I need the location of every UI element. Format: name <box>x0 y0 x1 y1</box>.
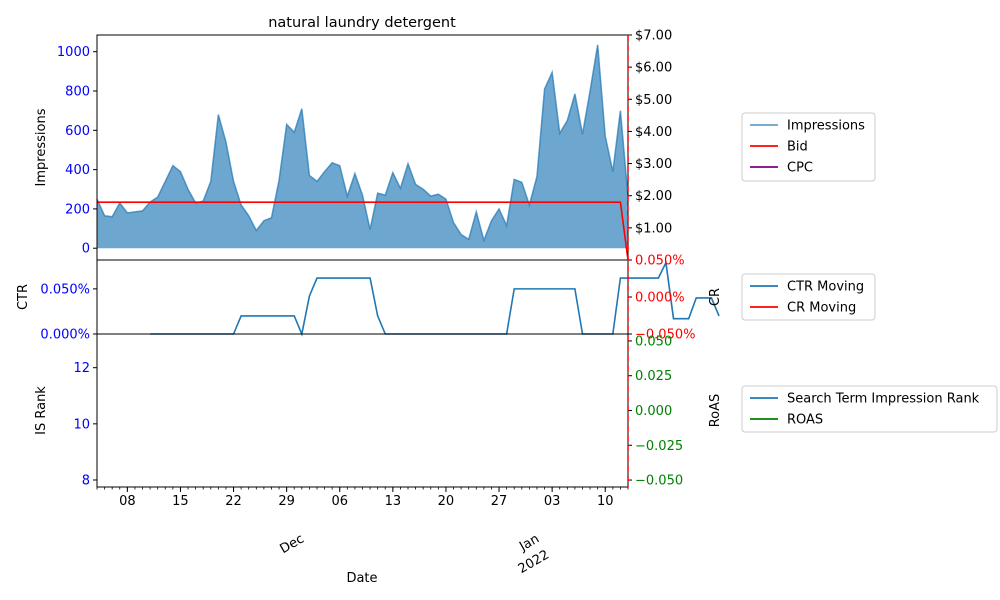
panel-frame <box>96 333 629 488</box>
right-tick-label: $4.00 <box>635 125 672 140</box>
right-tick-label: 0.050 <box>635 334 672 349</box>
x-month-label: Dec <box>278 531 307 557</box>
series-impressions-line <box>96 44 629 243</box>
right-tick-label: 0.000 <box>635 404 672 419</box>
left-tick-label: 800 <box>65 85 90 100</box>
panel-isrank-roas: 8 10 12 −0.050 −0.025 0.000 0.025 0.050 IS Rank R… <box>34 333 723 489</box>
right-tick-label: $3.00 <box>635 157 672 172</box>
left-tick-label: 12 <box>73 361 90 376</box>
left-tick-label: 8 <box>82 473 90 488</box>
panel-impressions: 0 200 400 600 800 1000 $1.00 $2.00 $3.00 $4.00 $5.… <box>34 29 672 261</box>
x-tick-label: 29 <box>278 494 295 509</box>
legend-box <box>741 112 876 182</box>
legend-entry: CTR Moving <box>787 280 864 295</box>
right-tick-label: $5.00 <box>635 93 672 108</box>
right-tick-label: $1.00 <box>635 221 672 236</box>
x-year-label: 2022 <box>516 547 552 577</box>
x-tick-label: 10 <box>597 494 614 509</box>
right-tick-label: 0.050% <box>635 254 685 269</box>
left-tick-label: 0.000% <box>40 328 90 343</box>
chart-title: natural laundry detergent <box>268 15 456 31</box>
legend-entry: ROAS <box>787 413 823 428</box>
series-ctr-moving-line <box>150 260 720 337</box>
left-tick-label: 200 <box>65 202 90 217</box>
right-tick-label: −0.025 <box>635 439 683 454</box>
left-tick-label: 0.050% <box>40 282 90 297</box>
legend-entry: Impressions <box>787 119 865 134</box>
x-tick-label: 13 <box>385 494 402 509</box>
series-impressions-area <box>97 44 628 249</box>
left-tick-label: 0 <box>82 242 90 257</box>
legend-entry: CR Moving <box>787 301 856 316</box>
right-tick-label: $7.00 <box>635 29 672 44</box>
series-bid-line <box>97 201 629 261</box>
x-tick-label: 27 <box>491 494 508 509</box>
right-axis-label: RoAS <box>708 394 723 428</box>
x-tick-label: 03 <box>544 494 561 509</box>
left-tick-label: 600 <box>65 124 90 139</box>
x-tick-label: 20 <box>438 494 455 509</box>
right-tick-label: 0.025 <box>635 369 672 384</box>
legends: Impressions Bid CPC CTR Moving CR Moving Sear… <box>741 112 998 433</box>
right-tick-label: $6.00 <box>635 61 672 76</box>
left-tick-label: 400 <box>65 163 90 178</box>
right-tick-label: 0.000% <box>635 291 685 306</box>
left-axis-label: IS Rank <box>34 386 49 435</box>
left-tick-label: 10 <box>73 417 90 432</box>
panel-frame <box>96 259 629 335</box>
x-axis-label: Date <box>346 571 377 586</box>
x-tick-label: 08 <box>119 494 136 509</box>
legend-entry: Bid <box>787 140 808 155</box>
legend-box <box>741 385 998 433</box>
right-tick-label: −0.050% <box>635 328 695 343</box>
right-tick-label: −0.050 <box>635 474 683 489</box>
right-axis-label: CR <box>708 288 723 306</box>
panel-ctr-cr: 0.000% 0.050% −0.050% 0.000% 0.050% CTR CR <box>16 254 723 343</box>
legend-entry: Search Term Impression Rank <box>787 392 980 407</box>
x-tick-label: 06 <box>331 494 348 509</box>
legend-entry: CPC <box>787 161 813 176</box>
right-tick-label: $2.00 <box>635 189 672 204</box>
left-axis-label: Impressions <box>34 108 49 186</box>
left-axis-label: CTR <box>16 284 31 310</box>
x-tick-label: 15 <box>172 494 189 509</box>
left-tick-label: 1000 <box>57 45 90 60</box>
x-tick-label: 22 <box>225 494 242 509</box>
